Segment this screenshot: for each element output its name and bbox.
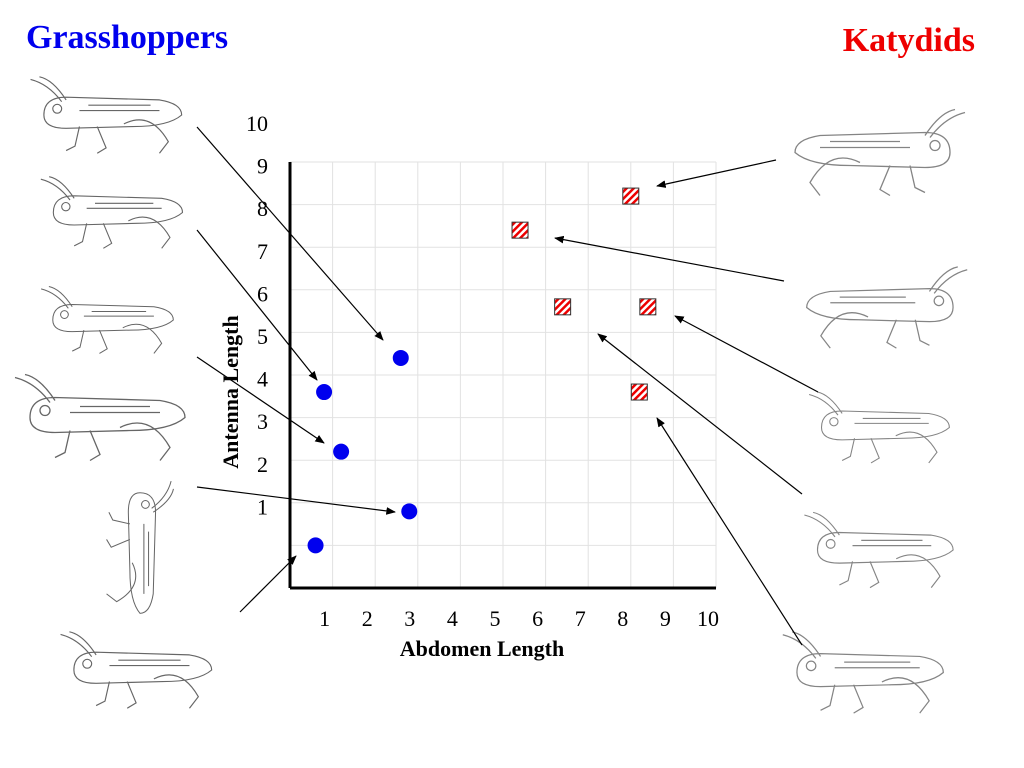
x-tick-label: 6 xyxy=(532,606,543,631)
arrow xyxy=(554,235,785,282)
point xyxy=(554,298,572,316)
grasshopper-images xyxy=(14,76,213,709)
y-tick-label: 1 xyxy=(257,494,268,519)
y-tick-label: 2 xyxy=(257,452,268,477)
grasshopper-drawing xyxy=(59,631,213,709)
x-axis-label: Abdomen Length xyxy=(400,636,564,661)
grasshopper-drawing xyxy=(14,373,186,462)
point xyxy=(630,383,648,401)
y-tick-label: 8 xyxy=(257,196,268,221)
arrow xyxy=(674,315,819,393)
plot: 1 2 3 4 5 6 7 8 9 10 1 2 3 4 5 6 7 8 9 10 xyxy=(246,111,719,631)
title-grasshoppers: Grasshoppers xyxy=(26,19,228,56)
title-katydids: Katydids xyxy=(843,22,975,59)
y-tick-label: 5 xyxy=(257,324,268,349)
arrow xyxy=(656,159,777,188)
grasshopper-drawing xyxy=(29,76,183,154)
katydid-images xyxy=(782,108,968,714)
katydid-drawing xyxy=(782,631,944,714)
grasshopper-drawing xyxy=(40,176,184,249)
arrow xyxy=(196,356,325,444)
katydid-drawing xyxy=(806,266,968,349)
arrow xyxy=(196,486,396,515)
arrow xyxy=(196,126,384,341)
grasshopper-drawing xyxy=(40,286,174,354)
x-tick-label: 8 xyxy=(617,606,628,631)
x-tick-label: 9 xyxy=(660,606,671,631)
point xyxy=(622,187,640,205)
point xyxy=(511,221,529,239)
point xyxy=(392,349,409,366)
y-axis-label: Antenna Length xyxy=(218,315,243,468)
katydid-drawing xyxy=(794,108,966,197)
y-tick-label: 4 xyxy=(257,367,268,392)
x-tick-label: 5 xyxy=(490,606,501,631)
x-tick-label: 10 xyxy=(697,606,719,631)
grasshopper-drawing xyxy=(106,480,174,614)
x-tick-label: 4 xyxy=(447,606,458,631)
y-tick-label: 9 xyxy=(257,154,268,179)
x-tick-label: 3 xyxy=(404,606,415,631)
katydid-drawing xyxy=(803,511,954,589)
point xyxy=(333,443,350,460)
y-tick-label: 3 xyxy=(257,409,268,434)
katydid-drawing xyxy=(808,391,950,464)
point xyxy=(639,298,657,316)
arrow xyxy=(656,417,803,646)
arrows xyxy=(196,126,819,646)
point xyxy=(316,384,333,401)
point xyxy=(401,503,418,520)
y-tick-label: 7 xyxy=(257,239,268,264)
arrow xyxy=(597,333,803,495)
x-tick-label: 1 xyxy=(319,606,330,631)
x-tick-label: 7 xyxy=(575,606,586,631)
y-tick-label: 10 xyxy=(246,111,268,136)
point xyxy=(307,537,324,554)
y-tick-label: 6 xyxy=(257,281,268,306)
arrow xyxy=(239,555,297,613)
arrow xyxy=(196,229,318,381)
x-tick-label: 2 xyxy=(362,606,373,631)
